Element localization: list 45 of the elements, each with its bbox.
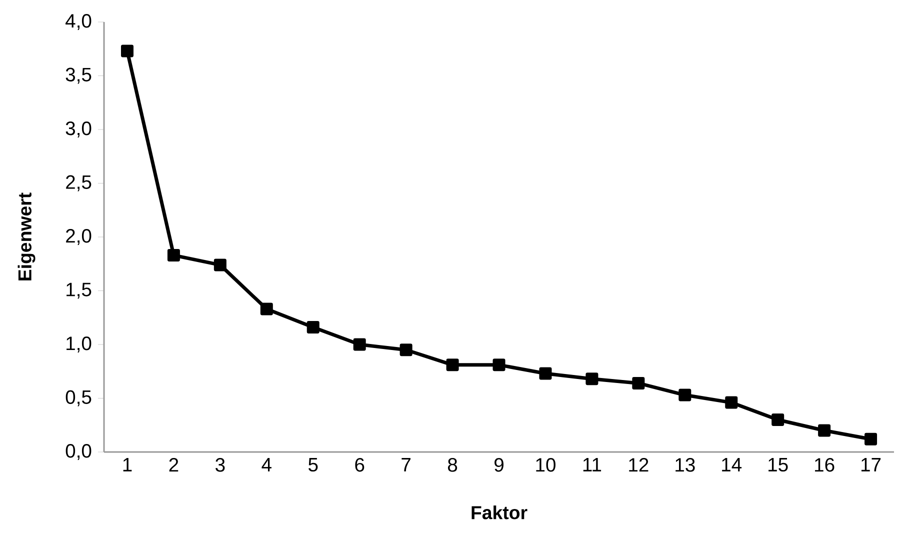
x-tick-label: 8: [448, 458, 458, 472]
x-tick-label: 15: [768, 458, 788, 472]
point: [492, 358, 506, 372]
point: [120, 44, 134, 58]
y-axis-title: Eigenwert: [18, 192, 36, 280]
point: [725, 396, 738, 409]
point: [260, 302, 273, 316]
point: [446, 358, 459, 372]
x-tick-label: 13: [676, 458, 695, 472]
y-tick-label: 1,0: [66, 336, 92, 352]
point: [214, 258, 226, 272]
point: [864, 432, 878, 446]
point: [400, 344, 412, 356]
x-tick-label: 6: [355, 458, 364, 472]
x-tick-label: 17: [861, 458, 881, 472]
y-tick-label: 0,5: [66, 390, 92, 406]
x-tick-label: 12: [629, 458, 648, 472]
point: [772, 413, 784, 426]
x-tick-label: 14: [722, 458, 742, 472]
y-tick-label: 3,5: [66, 68, 92, 84]
x-tick-label: 11: [583, 458, 602, 472]
x-tick-label: 5: [308, 458, 318, 472]
point: [539, 367, 552, 380]
point: [818, 424, 831, 437]
y-tick-label: 1,5: [66, 282, 92, 299]
y-tick-label: 2,5: [66, 175, 92, 192]
point: [167, 249, 180, 262]
point: [678, 388, 692, 402]
x-tick-label: 10: [536, 458, 556, 472]
x-tick-label: 1: [123, 458, 132, 472]
y-tick-label: 4,0: [66, 14, 92, 30]
point: [632, 376, 645, 390]
point: [353, 338, 366, 351]
y-tick-label: 2,0: [66, 229, 92, 245]
x-tick-label: 7: [402, 458, 410, 472]
x-tick-label: 9: [494, 458, 504, 472]
y-tick-label: 0,0: [66, 444, 92, 460]
x-axis-title: Faktor: [472, 506, 528, 520]
x-tick-label: 3: [216, 458, 225, 472]
point: [586, 372, 598, 386]
x-tick-label: 2: [169, 458, 178, 472]
point: [306, 321, 320, 334]
x-tick-label: 16: [815, 458, 834, 472]
y-tick-label: 3,0: [66, 122, 92, 138]
x-tick-label: 4: [262, 458, 272, 472]
